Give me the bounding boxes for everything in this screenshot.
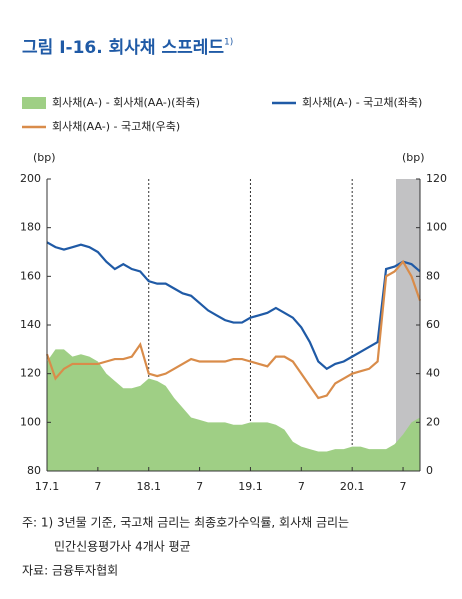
- x-tick-label: 7: [400, 480, 407, 493]
- y-tick-label: 180: [20, 221, 41, 234]
- legend-label: 회사채(A-) - 회사채(AA-)(좌축): [52, 96, 200, 109]
- line: [45, 259, 422, 400]
- x-tick-label: 17.1: [35, 480, 60, 493]
- y-tick-label: 120: [20, 367, 41, 380]
- x-tick-label: 7: [196, 480, 203, 493]
- title-note: 1): [224, 38, 233, 48]
- x-tick-label: 19.1: [238, 480, 263, 493]
- legend-swatch: [22, 97, 46, 109]
- y2-tick-label: 100: [426, 221, 447, 234]
- y2-tick-label: 0: [426, 464, 433, 477]
- y2-tick-label: 60: [426, 318, 440, 331]
- y2-tick-label: 40: [426, 367, 440, 380]
- x-tick-label: 7: [94, 480, 101, 493]
- y-tick-label: 140: [20, 318, 41, 331]
- y2-tick-label: 120: [426, 172, 447, 185]
- legend-label: 회사채(AA-) - 국고채(우축): [52, 120, 180, 133]
- area: [47, 349, 420, 471]
- chart-title: 그림 I-16. 회사채 스프레드: [22, 38, 224, 58]
- plot: [45, 179, 422, 471]
- legend-label: 회사채(A-) - 국고채(좌축): [302, 96, 422, 109]
- y-tick-label: 160: [20, 269, 41, 282]
- y-tick-label: 100: [20, 415, 41, 428]
- line: [46, 241, 421, 371]
- y-unit: (bp): [33, 151, 56, 164]
- note: 민간신용평가사 4개사 평균: [54, 540, 191, 554]
- x-tick-label: 18.1: [136, 480, 161, 493]
- x-tick-label: 7: [298, 480, 305, 493]
- x-tick-label: 20.1: [340, 480, 365, 493]
- note: 주: 1) 3년물 기준, 국고채 금리는 최종호가수익률, 회사채 금리는: [22, 516, 349, 530]
- y-tick-label: 200: [20, 172, 41, 185]
- y2-unit: (bp): [402, 151, 425, 164]
- note: 자료: 금융투자협회: [22, 564, 118, 578]
- y-tick-label: 80: [27, 464, 41, 477]
- y2-tick-label: 20: [426, 415, 440, 428]
- y2-tick-label: 80: [426, 269, 440, 282]
